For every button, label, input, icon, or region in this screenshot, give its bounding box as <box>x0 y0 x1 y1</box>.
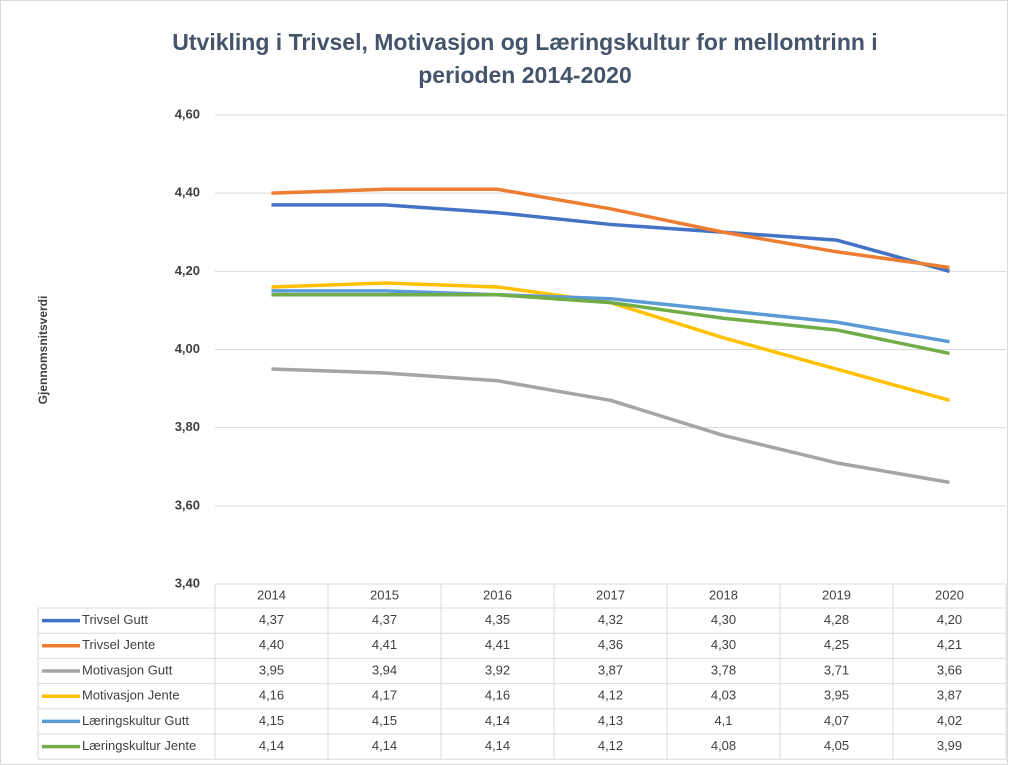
table-cell: 3,87 <box>598 662 623 677</box>
series-line <box>271 281 950 402</box>
table-cell: 4,03 <box>711 688 736 703</box>
table-cell: 3,71 <box>824 662 849 677</box>
table-cell: 4,36 <box>598 637 623 652</box>
x-tick-label: 2015 <box>370 587 399 602</box>
y-tick-label: 4,40 <box>175 185 200 200</box>
table-cell: 4,07 <box>824 713 849 728</box>
legend-label: Motivasjon Gutt <box>82 662 173 677</box>
table-cell: 4,21 <box>937 637 962 652</box>
table-cell: 4,41 <box>485 637 510 652</box>
x-tick-label: 2016 <box>483 587 512 602</box>
table-cell: 4,12 <box>598 738 623 753</box>
legend-label: Motivasjon Jente <box>82 688 180 703</box>
y-tick-label: 3,80 <box>175 419 200 434</box>
table-cell: 4,08 <box>711 738 736 753</box>
table-cell: 4,12 <box>598 688 623 703</box>
series-line <box>271 293 950 356</box>
table-cell: 4,14 <box>485 738 510 753</box>
table-cell: 4,30 <box>711 612 736 627</box>
table-cell: 4,37 <box>372 612 397 627</box>
table-cell: 4,16 <box>259 688 284 703</box>
table-cell: 3,99 <box>937 738 962 753</box>
y-tick-label: 3,60 <box>175 497 200 512</box>
series-line <box>271 187 950 270</box>
table-cell: 4,16 <box>485 688 510 703</box>
legend-label: Trivsel Gutt <box>82 612 148 627</box>
table-cell: 4,20 <box>937 612 962 627</box>
y-tick-label: 3,40 <box>175 575 200 590</box>
x-tick-label: 2020 <box>935 587 964 602</box>
legend-label: Læringskultur Jente <box>82 738 196 753</box>
table-cell: 4,37 <box>259 612 284 627</box>
x-tick-label: 2019 <box>822 587 851 602</box>
legend-label: Læringskultur Gutt <box>82 713 189 728</box>
table-cell: 3,78 <box>711 662 736 677</box>
table-cell: 4,1 <box>714 713 732 728</box>
table-cell: 4,17 <box>372 688 397 703</box>
table-cell: 3,94 <box>372 662 397 677</box>
table-cell: 3,92 <box>485 662 510 677</box>
table-cell: 4,14 <box>372 738 397 753</box>
series-line <box>271 203 950 274</box>
table-cell: 3,95 <box>824 688 849 703</box>
series-line <box>271 367 950 485</box>
table-cell: 3,87 <box>937 688 962 703</box>
table-cell: 4,05 <box>824 738 849 753</box>
table-cell: 4,41 <box>372 637 397 652</box>
legend-label: Trivsel Jente <box>82 637 155 652</box>
table-cell: 4,35 <box>485 612 510 627</box>
table-cell: 3,66 <box>937 662 962 677</box>
y-axis-title: Gjennomsnitsverdi <box>36 296 50 405</box>
table-cell: 4,02 <box>937 713 962 728</box>
table-cell: 4,30 <box>711 637 736 652</box>
y-tick-label: 4,60 <box>175 106 200 121</box>
table-cell: 4,28 <box>824 612 849 627</box>
x-tick-label: 2014 <box>257 587 286 602</box>
table-cell: 4,13 <box>598 713 623 728</box>
table-cell: 4,14 <box>259 738 284 753</box>
x-tick-label: 2018 <box>709 587 738 602</box>
table-cell: 4,25 <box>824 637 849 652</box>
table-cell: 4,15 <box>372 713 397 728</box>
series-line <box>271 289 950 344</box>
chart-title: Utvikling i Trivsel, Motivasjon og Lærin… <box>172 29 878 88</box>
y-tick-label: 4,00 <box>175 341 200 356</box>
table-cell: 4,14 <box>485 713 510 728</box>
y-tick-label: 4,20 <box>175 263 200 278</box>
table-cell: 4,40 <box>259 637 284 652</box>
table-cell: 4,15 <box>259 713 284 728</box>
table-cell: 3,95 <box>259 662 284 677</box>
table-cell: 4,32 <box>598 612 623 627</box>
x-tick-label: 2017 <box>596 587 625 602</box>
